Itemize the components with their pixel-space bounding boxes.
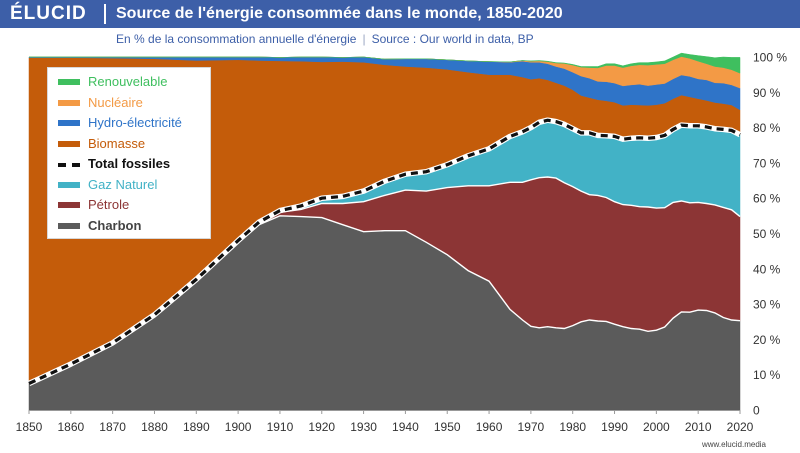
y-tick-label: 100 % <box>753 51 787 65</box>
legend-swatch <box>58 140 80 147</box>
legend-swatch <box>58 79 80 85</box>
x-tick-label: 2020 <box>727 420 754 434</box>
legend-label: Hydro-électricité <box>88 115 182 130</box>
x-tick-label: 2000 <box>643 420 670 434</box>
area-renouvelable <box>29 52 741 74</box>
y-tick-label: 10 % <box>753 368 781 382</box>
total-fossiles-line <box>28 118 741 385</box>
legend-label: Biomasse <box>88 135 146 151</box>
site-credit: www.elucid.media <box>701 440 766 449</box>
x-tick-label: 1950 <box>434 420 461 434</box>
x-tick-label: 1990 <box>601 420 628 434</box>
x-tick-label: 1900 <box>225 420 252 434</box>
legend-label: Renouvelable <box>88 74 168 89</box>
legend-label: Gaz Naturel <box>88 176 158 192</box>
elucid-logo: ÉLUCID <box>10 3 87 24</box>
legend-label: Total fossiles <box>88 156 171 171</box>
y-tick-label: 20 % <box>753 333 781 347</box>
y-tick-label: 40 % <box>753 262 781 276</box>
x-tick-label: 1860 <box>57 420 84 434</box>
subtitle-divider: | <box>362 32 366 46</box>
x-tick-label: 1960 <box>476 420 503 434</box>
chart-legend: Renouvelable Nucléaire Hydro-électricité Bi… <box>47 67 211 239</box>
x-tick-label: 1920 <box>308 420 335 434</box>
header-bar: ÉLUCID Source de l'énergie consommée dan… <box>0 0 800 28</box>
legend-label: Charbon <box>88 217 142 233</box>
boundary-line-0 <box>28 215 741 385</box>
legend-swatch <box>58 163 80 167</box>
legend-swatch <box>58 202 80 208</box>
legend-swatch <box>58 99 80 106</box>
subtitle-text: En % de la consommation annuelle d'énerg… <box>116 32 357 46</box>
x-tick-label: 1880 <box>141 420 168 434</box>
x-tick-label: 1910 <box>267 420 294 434</box>
chart-subtitle: En % de la consommation annuelle d'énerg… <box>116 32 534 46</box>
x-tick-label: 1970 <box>518 420 545 434</box>
y-tick-label: 50 % <box>753 227 781 241</box>
chart-title: Source de l'énergie consommée dans le mo… <box>116 5 563 22</box>
x-tick-label: 1940 <box>392 420 419 434</box>
y-tick-label: 60 % <box>753 192 781 206</box>
legend-label: Nucléaire <box>88 94 143 110</box>
header-divider <box>104 4 106 24</box>
source-text: Source : Our world in data, BP <box>371 32 534 46</box>
legend-swatch <box>58 222 80 229</box>
legend-swatch <box>58 120 80 126</box>
x-tick-label: 1870 <box>99 420 126 434</box>
y-tick-label: 70 % <box>753 156 781 170</box>
y-tick-label: 0 <box>753 404 760 418</box>
y-tick-label: 80 % <box>753 121 781 135</box>
legend-swatch <box>58 181 80 188</box>
x-tick-label: 1930 <box>350 420 377 434</box>
legend-label: Pétrole <box>88 197 130 212</box>
x-tick-label: 2010 <box>685 420 712 434</box>
x-tick-label: 1980 <box>559 420 586 434</box>
y-tick-label: 90 % <box>753 86 781 100</box>
y-tick-label: 30 % <box>753 298 781 312</box>
x-tick-label: 1850 <box>16 420 43 434</box>
x-tick-label: 1890 <box>183 420 210 434</box>
